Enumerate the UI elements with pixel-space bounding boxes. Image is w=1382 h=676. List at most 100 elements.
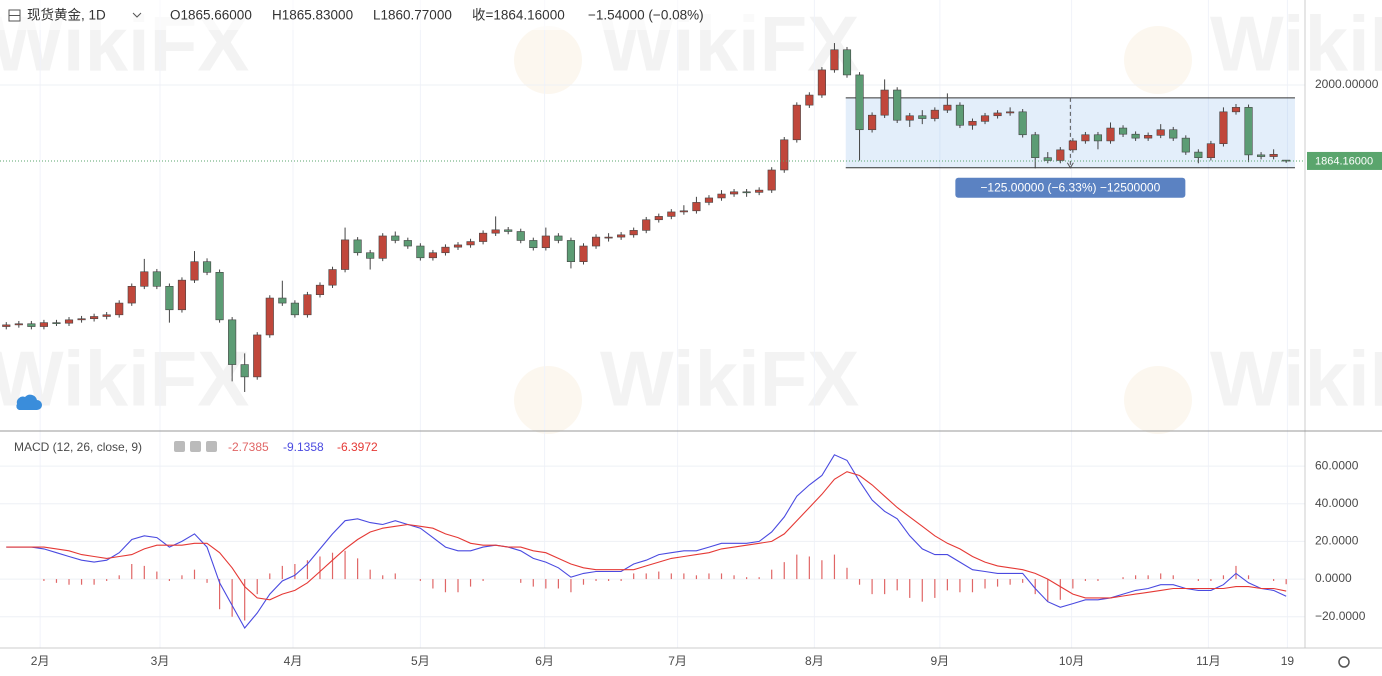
x-tick-label: 2月 (31, 654, 50, 668)
candle-body (303, 294, 312, 316)
candle-body (1006, 111, 1015, 114)
candle-body (315, 284, 325, 295)
candle-body (566, 240, 576, 262)
settings-button[interactable] (190, 441, 201, 452)
candle-body (516, 231, 525, 241)
x-tick-label: 6月 (535, 654, 554, 668)
candle-body (968, 121, 977, 126)
indicator-value: -9.1358 (283, 440, 324, 454)
candle-body (1031, 134, 1040, 158)
candle-body (617, 234, 626, 238)
candle-body (1282, 159, 1291, 162)
x-tick-label: 19 (1281, 654, 1295, 668)
candle-body (1244, 107, 1253, 156)
candle-body (190, 261, 199, 281)
candle-body (955, 104, 964, 126)
candle-body (554, 235, 563, 241)
ohlc-open: O1865.66000 (170, 8, 252, 23)
range-arrow-head (1066, 162, 1074, 169)
candle-body (780, 139, 789, 171)
candle-body (1068, 140, 1077, 151)
watermark-logo (1124, 366, 1192, 434)
candle-body (1269, 154, 1278, 157)
settings-gear[interactable] (1338, 656, 1350, 668)
candle-body (993, 112, 1002, 117)
candle-body (1169, 129, 1178, 139)
candle-body (328, 269, 337, 286)
candle-body (805, 94, 814, 106)
candle-body (604, 236, 613, 239)
candle-body (14, 323, 23, 326)
candle-body (102, 314, 111, 317)
candle-body (341, 239, 350, 270)
indicator-value: -6.3972 (337, 440, 378, 454)
visibility-button[interactable] (174, 441, 185, 452)
watermark-logo (514, 366, 582, 434)
indicator-line (6, 471, 1287, 601)
plot: −125.00000 (−6.33%) −12500000 (0, 0, 1305, 648)
candle-body (1056, 149, 1065, 161)
candle-body (830, 49, 839, 71)
last-price-tag (1307, 151, 1382, 170)
watermark: WikiFX (1210, 335, 1382, 423)
cloud-icon[interactable] (16, 394, 42, 410)
candle-body (177, 279, 187, 311)
candle-body (629, 230, 638, 236)
watermark: WikiFX (0, 335, 249, 423)
candle-body (767, 169, 776, 191)
watermark: WikiFX (1210, 0, 1382, 88)
candle-body (642, 219, 651, 231)
candle-body (278, 297, 287, 304)
candle-body (64, 319, 74, 324)
x-tick-label: 10月 (1059, 654, 1084, 668)
candle-body (579, 245, 588, 262)
candle-body (679, 210, 688, 213)
candle-body (943, 104, 952, 111)
candle-body (77, 318, 86, 321)
ohlc-change: −1.54000 (−0.08%) (588, 8, 704, 23)
interval-dropdown[interactable] (132, 12, 142, 18)
candle-body (817, 69, 826, 96)
candle-body (1194, 151, 1203, 158)
candle-body (1106, 127, 1115, 142)
candle-body (253, 334, 262, 378)
candle-body (428, 252, 437, 259)
candle-body (755, 189, 764, 193)
x-tick-label: 5月 (411, 654, 430, 668)
x-tick-label: 4月 (284, 654, 303, 668)
candle-body (1093, 134, 1103, 142)
candle-body (353, 239, 362, 254)
watermark-logo (1124, 26, 1192, 94)
x-tick-label: 11月 (1196, 654, 1220, 668)
candle-body (980, 115, 990, 122)
candle-body (654, 216, 663, 221)
candle-body (842, 49, 852, 76)
range-label-bg (955, 177, 1186, 198)
candle-body (152, 271, 161, 287)
macd-title: MACD (12, 26, close, 9) (14, 440, 142, 454)
remove-button[interactable] (206, 441, 217, 452)
y-tick-label: 20.0000 (1315, 534, 1359, 548)
candle-body (893, 89, 902, 121)
candle-body (742, 191, 751, 194)
candle-body (466, 241, 475, 246)
candle-body (868, 114, 877, 131)
ohlc-high: H1865.83000 (272, 8, 353, 23)
candle-body (1206, 143, 1215, 158)
candle-body (491, 229, 500, 234)
indicator-value: -2.7385 (228, 440, 269, 454)
candle-body (591, 236, 601, 247)
last-price-label: 1864.16000 (1315, 155, 1373, 167)
candle-body (541, 235, 550, 249)
header-bg (0, 0, 760, 30)
candle-body (378, 235, 387, 259)
candle-body (717, 193, 726, 199)
candle-body (918, 115, 927, 119)
candle-body (1231, 107, 1241, 113)
candle-body (667, 211, 676, 217)
watermark-logo (514, 26, 582, 94)
candle-body (1156, 129, 1165, 136)
symbol[interactable]: 现货黄金, 1D (27, 7, 106, 23)
ohlc-close: 收=1864.16000 (472, 8, 565, 23)
